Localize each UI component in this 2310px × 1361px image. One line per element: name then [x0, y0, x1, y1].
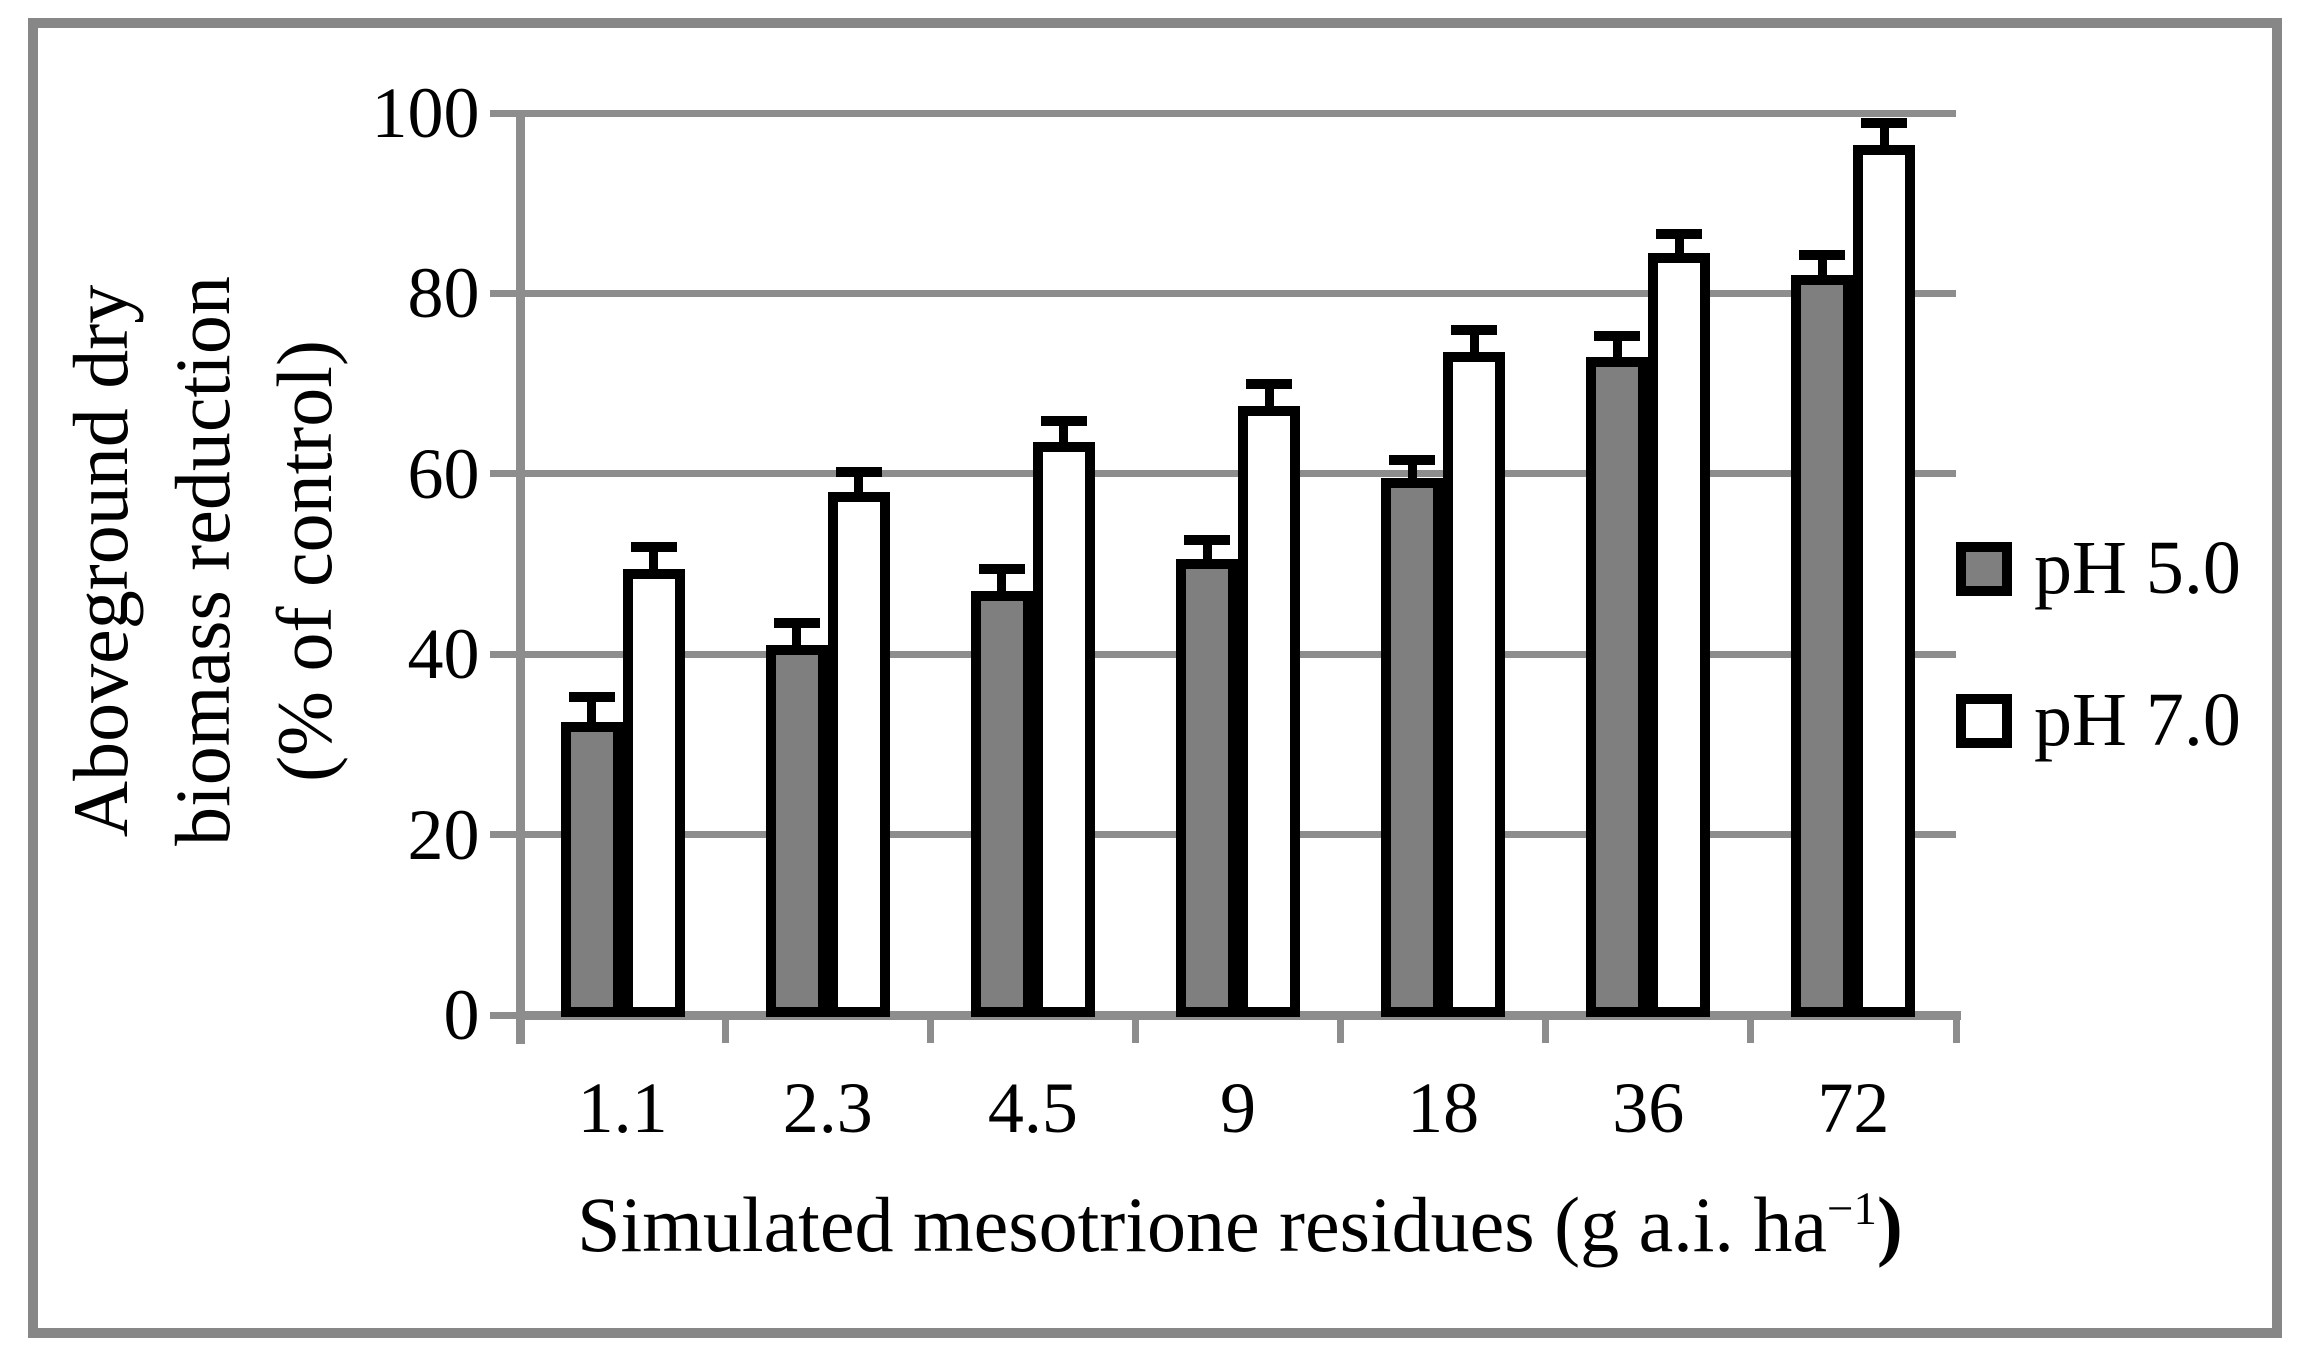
x-axis-title-text: Simulated mesotrione residues (g a.i. ha	[577, 1181, 1828, 1268]
y-axis-title: Aboveground dry biomass reduction (% of …	[50, 61, 358, 1061]
bar-ph5.0-72	[1791, 275, 1854, 1017]
legend-swatch-ph5	[1956, 542, 2012, 596]
y-tick-label-100: 100	[371, 73, 480, 153]
error-bar-stem-ph5.0-72	[1817, 254, 1827, 276]
error-bar-stem-ph5.0-4.5	[997, 568, 1007, 592]
error-bar-cap-ph7.0-4.5	[1040, 415, 1087, 426]
y-tick-label-0: 0	[443, 975, 480, 1055]
x-tick-label-1.1: 1.1	[577, 1068, 668, 1148]
bar-ph5.0-1.1	[560, 721, 623, 1017]
error-bar-stem-ph7.0-18	[1469, 330, 1479, 353]
x-tick-label-9: 9	[1220, 1068, 1256, 1148]
y-tick-40	[489, 650, 516, 658]
y-tick-20	[489, 831, 516, 839]
x-axis-title-superscript: −1	[1827, 1183, 1877, 1235]
x-tick-1	[721, 1015, 729, 1043]
error-bar-cap-ph5.0-72	[1799, 249, 1846, 260]
error-bar-cap-ph7.0-72	[1861, 117, 1908, 128]
bar-ph7.0-36	[1648, 252, 1711, 1017]
error-bar-cap-ph7.0-18	[1451, 325, 1498, 336]
legend-label-ph5: pH 5.0	[2034, 526, 2241, 610]
error-bar-cap-ph5.0-9	[1184, 534, 1230, 545]
bar-ph5.0-4.5	[970, 591, 1033, 1017]
gridline-80	[520, 289, 1956, 297]
y-tick-60	[489, 470, 516, 478]
x-tick-label-4.5: 4.5	[987, 1068, 1078, 1148]
bar-ph7.0-4.5	[1032, 442, 1095, 1017]
bar-ph5.0-2.3	[765, 645, 828, 1017]
x-tick-7	[1952, 1015, 1960, 1043]
error-bar-stem-ph5.0-18	[1407, 460, 1417, 479]
error-bar-cap-ph5.0-2.3	[773, 617, 820, 628]
error-bar-stem-ph5.0-2.3	[792, 622, 802, 646]
x-tick-label-18: 18	[1407, 1068, 1480, 1148]
bar-ph5.0-9	[1176, 559, 1238, 1017]
error-bar-cap-ph5.0-36	[1594, 330, 1641, 341]
y-axis-line	[515, 109, 525, 1044]
y-tick-80	[489, 289, 516, 297]
x-tick-4	[1337, 1015, 1345, 1043]
y-tick-label-20: 20	[407, 794, 480, 875]
error-bar-cap-ph5.0-18	[1389, 455, 1436, 466]
bar-ph5.0-18	[1381, 478, 1444, 1017]
y-tick-label-60: 60	[407, 433, 480, 514]
x-axis-title: Simulated mesotrione residues (g a.i. ha…	[370, 1180, 2110, 1270]
x-tick-0	[516, 1015, 524, 1043]
bar-ph5.0-36	[1586, 356, 1649, 1017]
x-tick-label-72: 72	[1817, 1068, 1890, 1148]
error-bar-stem-ph7.0-4.5	[1059, 420, 1069, 443]
y-axis-title-line2: biomass reduction	[159, 276, 246, 846]
error-bar-stem-ph7.0-72	[1879, 122, 1889, 145]
error-bar-stem-ph7.0-1.1	[649, 546, 659, 569]
figure-border	[28, 18, 2282, 1338]
y-axis-title-line1: Aboveground dry	[57, 284, 144, 838]
bar-ph7.0-9	[1238, 406, 1300, 1017]
x-tick-2	[926, 1015, 934, 1043]
bar-ph7.0-2.3	[827, 491, 890, 1017]
x-tick-5	[1542, 1015, 1550, 1043]
legend-label-ph7: pH 7.0	[2034, 678, 2241, 762]
y-axis-title-line3: (% of control)	[261, 340, 348, 782]
y-tick-label-40: 40	[407, 614, 480, 695]
error-bar-stem-ph5.0-9	[1202, 539, 1212, 560]
error-bar-stem-ph5.0-1.1	[587, 696, 597, 722]
x-tick-6	[1747, 1015, 1755, 1043]
error-bar-stem-ph5.0-36	[1612, 335, 1622, 357]
error-bar-cap-ph7.0-2.3	[835, 466, 882, 477]
error-bar-cap-ph7.0-9	[1246, 378, 1292, 389]
y-tick-0	[489, 1011, 516, 1019]
error-bar-stem-ph7.0-36	[1674, 233, 1684, 253]
bar-ph7.0-1.1	[622, 568, 685, 1017]
error-bar-stem-ph7.0-9	[1264, 383, 1274, 407]
bar-ph7.0-18	[1443, 352, 1506, 1017]
legend-swatch-ph7	[1956, 694, 2012, 748]
x-tick-label-2.3: 2.3	[782, 1068, 873, 1148]
x-tick-label-36: 36	[1612, 1068, 1685, 1148]
error-bar-stem-ph7.0-2.3	[854, 471, 864, 492]
y-tick-label-80: 80	[407, 253, 480, 334]
error-bar-cap-ph7.0-36	[1656, 228, 1703, 239]
x-axis-title-close-paren: )	[1876, 1181, 1903, 1268]
x-tick-3	[1131, 1015, 1139, 1043]
bar-ph7.0-72	[1853, 144, 1916, 1017]
error-bar-cap-ph5.0-1.1	[568, 691, 615, 702]
error-bar-cap-ph5.0-4.5	[978, 563, 1025, 574]
y-tick-100	[489, 109, 516, 117]
gridline-100	[520, 109, 1956, 117]
error-bar-cap-ph7.0-1.1	[630, 541, 677, 552]
